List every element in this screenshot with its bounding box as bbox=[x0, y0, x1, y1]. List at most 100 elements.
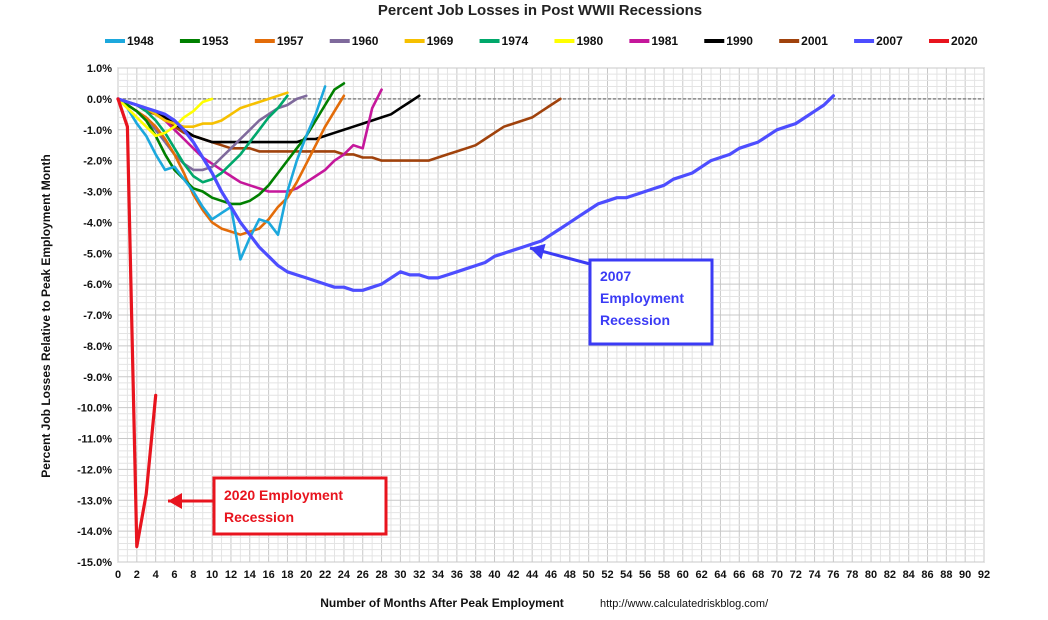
legend-item-1957: 1957 bbox=[254, 34, 304, 48]
x-tick-label: 36 bbox=[451, 569, 463, 581]
legend-item-1960: 1960 bbox=[329, 34, 379, 48]
x-tick-label: 54 bbox=[620, 569, 633, 581]
legend-item-1981: 1981 bbox=[629, 34, 678, 48]
x-tick-label: 62 bbox=[695, 569, 707, 581]
y-tick-label: 0.0% bbox=[87, 94, 112, 106]
y-tick-label: -14.0% bbox=[77, 526, 112, 538]
x-tick-label: 28 bbox=[375, 569, 387, 581]
x-tick-label: 12 bbox=[225, 569, 237, 581]
arrow-2007-annotation-head bbox=[530, 243, 546, 260]
series-line-2007 bbox=[116, 94, 836, 292]
x-tick-label: 48 bbox=[564, 569, 576, 581]
annotation-text-2020: 2020 Employment bbox=[224, 487, 343, 503]
x-tick-label: 90 bbox=[959, 569, 971, 581]
x-tick-label: 72 bbox=[790, 569, 802, 581]
x-tick-label: 80 bbox=[865, 569, 877, 581]
x-tick-label: 6 bbox=[171, 569, 177, 581]
chart-legend: 1948 1953 1957 1960 1969 1974 1980 1981 1990 2001… bbox=[105, 34, 978, 48]
y-tick-label: -7.0% bbox=[83, 310, 112, 322]
x-tick-label: 82 bbox=[884, 569, 896, 581]
legend-item-2020: 2020 bbox=[929, 34, 978, 48]
legend-label: 1960 bbox=[352, 34, 379, 48]
annotation-text-2007: Recession bbox=[600, 312, 670, 328]
x-tick-label: 84 bbox=[903, 569, 916, 581]
x-axis-ticks: 0 2 4 6 8 10 12 14 16 18 20 22 24 26 28 30 32 34 36 38 40 42 4… bbox=[115, 569, 990, 581]
legend-label: 1990 bbox=[726, 34, 753, 48]
chart-annotations: 2007 Employment Recession 2020 Employment Re… bbox=[168, 243, 714, 536]
series-line-1980 bbox=[116, 97, 214, 138]
legend-label: 2001 bbox=[801, 34, 828, 48]
x-tick-label: 18 bbox=[281, 569, 293, 581]
legend-item-1980: 1980 bbox=[554, 34, 603, 48]
legend-label: 1948 bbox=[127, 34, 154, 48]
legend-item-1948: 1948 bbox=[105, 34, 154, 48]
y-tick-label: -6.0% bbox=[83, 279, 112, 291]
y-axis-label: Percent Job Losses Relative to Peak Empl… bbox=[39, 154, 53, 477]
x-tick-label: 38 bbox=[470, 569, 482, 581]
x-tick-label: 86 bbox=[921, 569, 933, 581]
x-tick-label: 50 bbox=[583, 569, 595, 581]
y-tick-label: -9.0% bbox=[83, 372, 112, 384]
y-tick-label: -3.0% bbox=[83, 187, 112, 199]
legend-label: 2020 bbox=[951, 34, 978, 48]
legend-label: 1981 bbox=[651, 34, 678, 48]
x-tick-label: 56 bbox=[639, 569, 651, 581]
x-tick-label: 2 bbox=[134, 569, 140, 581]
series-line-1974 bbox=[116, 94, 289, 184]
legend-label: 1969 bbox=[427, 34, 454, 48]
source-url: http://www.calculatedriskblog.com/ bbox=[600, 598, 769, 610]
x-tick-label: 60 bbox=[677, 569, 689, 581]
annotation-text-2007: 2007 bbox=[600, 268, 631, 284]
x-tick-label: 64 bbox=[714, 569, 727, 581]
x-tick-label: 10 bbox=[206, 569, 218, 581]
x-tick-label: 14 bbox=[244, 569, 257, 581]
annotation-box-2007 bbox=[588, 258, 714, 346]
y-tick-label: -12.0% bbox=[77, 464, 112, 476]
x-tick-label: 42 bbox=[507, 569, 519, 581]
legend-label: 1974 bbox=[502, 34, 529, 48]
x-tick-label: 0 bbox=[115, 569, 121, 581]
y-tick-label: -11.0% bbox=[78, 434, 112, 446]
x-tick-label: 22 bbox=[319, 569, 331, 581]
x-tick-label: 68 bbox=[752, 569, 764, 581]
y-tick-label: -10.0% bbox=[77, 403, 112, 415]
x-tick-label: 16 bbox=[262, 569, 274, 581]
legend-label: 2007 bbox=[876, 34, 903, 48]
series-line-2020 bbox=[116, 97, 158, 549]
x-tick-label: 76 bbox=[827, 569, 839, 581]
legend-label: 1957 bbox=[277, 34, 304, 48]
x-tick-label: 32 bbox=[413, 569, 425, 581]
x-tick-label: 30 bbox=[394, 569, 406, 581]
legend-item-1990: 1990 bbox=[704, 34, 753, 48]
annotation-text-2007: Employment bbox=[600, 290, 684, 306]
x-tick-label: 4 bbox=[153, 569, 160, 581]
legend-item-1953: 1953 bbox=[179, 34, 229, 48]
y-tick-label: -1.0% bbox=[83, 125, 112, 137]
x-tick-label: 46 bbox=[545, 569, 557, 581]
legend-item-2007: 2007 bbox=[854, 34, 903, 48]
x-tick-label: 34 bbox=[432, 569, 445, 581]
y-tick-label: -8.0% bbox=[83, 341, 112, 353]
x-tick-label: 70 bbox=[771, 569, 783, 581]
x-tick-label: 74 bbox=[808, 569, 821, 581]
x-tick-label: 44 bbox=[526, 569, 539, 581]
x-tick-label: 92 bbox=[978, 569, 990, 581]
series-lines bbox=[116, 82, 836, 549]
x-tick-label: 24 bbox=[338, 569, 351, 581]
x-tick-label: 26 bbox=[357, 569, 369, 581]
x-tick-label: 52 bbox=[601, 569, 613, 581]
x-tick-label: 66 bbox=[733, 569, 745, 581]
chart-title: Percent Job Losses in Post WWII Recessio… bbox=[378, 2, 702, 19]
arrow-2020-annotation-head bbox=[168, 493, 182, 509]
series-line-1948 bbox=[116, 85, 327, 261]
x-tick-label: 20 bbox=[300, 569, 312, 581]
annotation-box-2020 bbox=[212, 476, 388, 536]
y-tick-label: -5.0% bbox=[83, 248, 112, 260]
y-tick-label: 1.0% bbox=[87, 63, 112, 75]
legend-label: 1953 bbox=[202, 34, 229, 48]
legend-item-1974: 1974 bbox=[479, 34, 529, 48]
series-line-1957 bbox=[116, 94, 346, 236]
x-tick-label: 8 bbox=[190, 569, 196, 581]
y-tick-label: -4.0% bbox=[83, 217, 112, 229]
legend-item-2001: 2001 bbox=[779, 34, 828, 48]
